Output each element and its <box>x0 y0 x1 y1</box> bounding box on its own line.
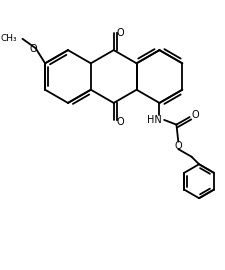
Text: O: O <box>30 44 38 54</box>
Text: O: O <box>117 117 124 127</box>
Text: O: O <box>175 141 182 151</box>
Text: CH₃: CH₃ <box>0 34 17 43</box>
Text: HN: HN <box>147 115 162 125</box>
Text: O: O <box>117 28 124 38</box>
Text: O: O <box>191 110 199 120</box>
